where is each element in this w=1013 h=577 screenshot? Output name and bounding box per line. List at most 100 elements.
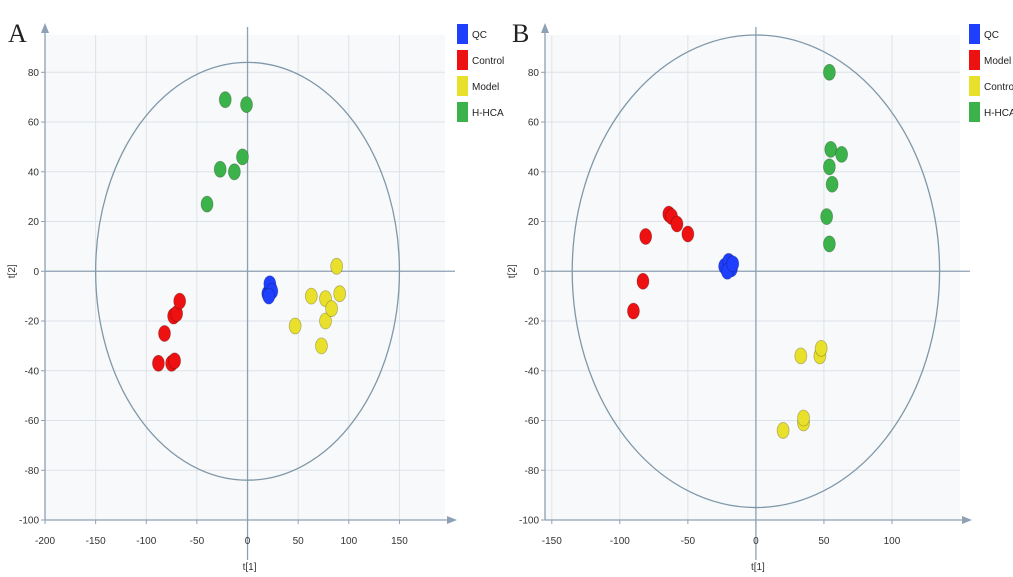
y-axis-label: t[2] [7, 264, 18, 278]
data-point-control [152, 354, 165, 372]
y-tick-label: 40 [528, 167, 540, 178]
x-tick-label: 50 [293, 536, 305, 547]
legend-swatch [969, 102, 980, 122]
data-point-control [173, 292, 187, 310]
data-point-model [681, 225, 695, 243]
data-point-model [636, 272, 650, 290]
legend-A: QC Control Model H-HCA [457, 24, 504, 122]
series-qc [718, 252, 740, 280]
y-tick-label: 60 [28, 118, 40, 129]
plot-area [45, 35, 445, 520]
x-tick-label: 0 [753, 536, 759, 547]
legend-swatch [457, 50, 468, 70]
data-point-control [794, 347, 808, 365]
data-point-h-hca [820, 208, 834, 225]
data-point-h-hca [835, 145, 849, 163]
legend-swatch [457, 24, 468, 44]
legend-label: Model [472, 82, 499, 93]
data-point-model [288, 317, 302, 335]
y-tick-label: 20 [528, 217, 540, 228]
series-model [288, 257, 347, 355]
y-tick-label: 80 [528, 68, 540, 79]
y-tick-label: 20 [28, 217, 40, 228]
series-qc [261, 275, 279, 305]
data-point-model [304, 287, 318, 305]
data-point-control [776, 422, 790, 439]
data-point-h-hca [822, 158, 836, 176]
legend-B: QC Model Control H-HCA [969, 24, 1013, 122]
y-axis-label: t[2] [507, 264, 518, 278]
legend-label: QC [472, 30, 487, 41]
series-model [627, 205, 695, 320]
series-control [152, 292, 187, 372]
legend-swatch [969, 24, 980, 44]
data-point-qc [726, 255, 740, 273]
y-tick-label: -80 [525, 466, 540, 477]
data-point-control [158, 325, 171, 342]
x-tick-label: -50 [190, 536, 205, 547]
y-tick-label: -40 [525, 366, 540, 377]
data-point-model [325, 300, 338, 317]
y-tick-label: -40 [25, 366, 40, 377]
y-tick-label: 0 [33, 267, 39, 278]
x-axis-arrow [447, 516, 457, 524]
confidence-ellipse [571, 34, 941, 509]
panel-label: A [8, 19, 27, 48]
y-tick-label: -100 [19, 516, 39, 527]
legend-label: Control [472, 56, 504, 67]
y-tick-label: -60 [525, 416, 540, 427]
data-point-control [814, 339, 828, 357]
panel-A: -200 -150 -100 -50 0 50 100 150-100-80-60-40-20… [7, 19, 457, 573]
data-point-h-hca [825, 175, 839, 193]
x-tick-label: 100 [884, 536, 901, 547]
y-axis-arrow [541, 23, 549, 33]
legend-swatch [457, 76, 468, 96]
data-point-control [168, 352, 182, 370]
y-tick-label: -100 [519, 516, 539, 527]
panel-B: -150 -100 -50 0 50 100-100-80-60-40-200204060… [507, 19, 972, 573]
data-point-model [319, 312, 332, 330]
x-axis-label: t[1] [243, 562, 257, 573]
y-tick-label: 60 [528, 118, 540, 129]
plot-area [545, 35, 960, 520]
x-tick-label: 50 [818, 536, 830, 547]
y-tick-label: 80 [28, 68, 40, 79]
legend-label: Model [984, 56, 1011, 67]
series-h-hca [820, 63, 849, 253]
data-point-model [639, 228, 653, 245]
y-tick-label: -20 [25, 317, 40, 328]
data-point-h-hca [240, 96, 253, 114]
series-h-hca [200, 91, 253, 213]
y-tick-label: -20 [525, 317, 540, 328]
x-tick-label: 0 [245, 536, 251, 547]
data-point-control [797, 409, 810, 427]
y-tick-label: 40 [28, 167, 40, 178]
y-tick-label: -80 [25, 466, 40, 477]
data-point-model [315, 337, 328, 355]
x-tick-label: -150 [542, 536, 562, 547]
series-control [776, 339, 828, 439]
data-point-h-hca [822, 63, 836, 81]
x-tick-label: -50 [681, 536, 696, 547]
data-point-model [333, 285, 347, 303]
data-point-model [670, 215, 684, 233]
legend-label: Control [984, 82, 1013, 93]
data-point-h-hca [227, 163, 241, 181]
data-point-h-hca [236, 148, 249, 166]
legend-swatch [969, 50, 980, 70]
x-axis-arrow [962, 516, 972, 524]
data-point-h-hca [200, 195, 214, 213]
data-point-h-hca [213, 160, 227, 178]
data-point-h-hca [218, 91, 232, 109]
panel-label: B [512, 19, 529, 48]
x-tick-label: -150 [86, 536, 106, 547]
legend-swatch [969, 76, 980, 96]
legend-swatch [457, 102, 468, 122]
data-point-model [627, 302, 640, 320]
x-axis-label: t[1] [751, 562, 765, 573]
y-tick-label: -60 [25, 416, 40, 427]
legend-label: H-HCA [984, 108, 1013, 119]
x-tick-label: -200 [35, 536, 55, 547]
x-tick-label: -100 [136, 536, 156, 547]
